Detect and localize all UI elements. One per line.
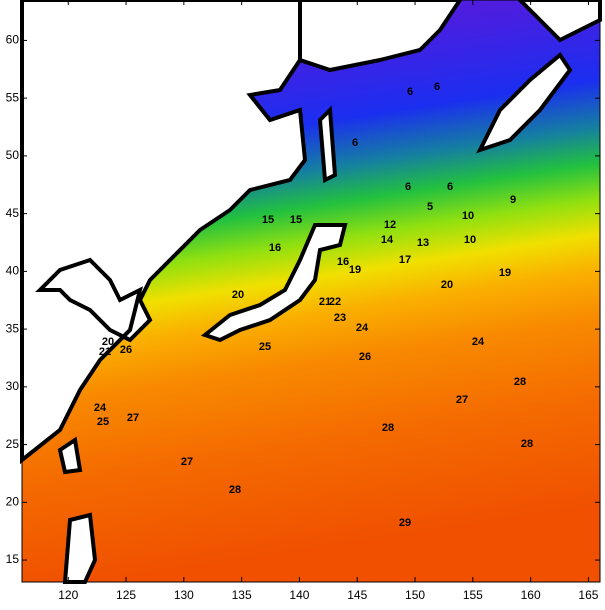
contour-label: 24 xyxy=(472,336,485,348)
contour-label: 29 xyxy=(399,517,411,529)
north-coast xyxy=(298,0,463,73)
contour-label: 5 xyxy=(427,201,433,213)
x-tick-label: 145 xyxy=(347,588,367,602)
y-tick-label: 55 xyxy=(6,90,20,104)
japan xyxy=(200,223,348,343)
contour-label: 20 xyxy=(232,289,244,301)
contour-label: 26 xyxy=(359,351,371,363)
y-tick-label: 15 xyxy=(6,552,20,566)
x-tick-label: 120 xyxy=(58,588,78,602)
contour-label: 27 xyxy=(456,394,468,406)
contour-label: 21 xyxy=(319,296,331,308)
contour-label: 16 xyxy=(337,256,349,268)
x-tick-label: 135 xyxy=(232,588,252,602)
contour-label: 28 xyxy=(514,376,526,388)
x-tick-label: 130 xyxy=(174,588,194,602)
contour-label: 17 xyxy=(399,254,411,266)
contour-label: 20 xyxy=(441,279,453,291)
contour-label: 27 xyxy=(127,412,139,424)
contour-label: 6 xyxy=(352,137,358,149)
contour-label: 24 xyxy=(356,322,369,334)
sakhalin xyxy=(317,105,338,184)
y-tick-label: 50 xyxy=(6,148,20,162)
contour-label: 28 xyxy=(229,484,241,496)
x-tick-label: 150 xyxy=(405,588,425,602)
contour-label: 23 xyxy=(334,312,346,324)
contour-label: 6 xyxy=(405,181,411,193)
contour-label: 28 xyxy=(521,438,533,450)
contour-label: 19 xyxy=(349,264,361,276)
frame xyxy=(21,0,601,583)
north-east-coast xyxy=(517,0,602,43)
contour-label: 10 xyxy=(462,210,474,222)
x-tick-label: 155 xyxy=(463,588,483,602)
contour-label: 25 xyxy=(259,341,271,353)
contour-label: 21 xyxy=(99,346,111,358)
x-tick-label: 160 xyxy=(521,588,541,602)
contour-label: 24 xyxy=(94,402,107,414)
contour-label: 25 xyxy=(97,416,109,428)
x-tick-label: 140 xyxy=(289,588,309,602)
y-tick-label: 30 xyxy=(6,379,20,393)
contour-label: 9 xyxy=(510,194,516,206)
contour-label: 19 xyxy=(499,267,511,279)
y-tick-label: 40 xyxy=(6,264,20,278)
y-tick-label: 45 xyxy=(6,206,20,220)
contour-label: 12 xyxy=(384,219,396,231)
y-tick-label: 35 xyxy=(6,321,20,335)
contour-label: 6 xyxy=(434,81,440,93)
contour-label: 15 xyxy=(290,214,302,226)
y-tick-label: 25 xyxy=(6,437,20,451)
contour-label: 13 xyxy=(417,237,429,249)
contour-label: 28 xyxy=(382,422,394,434)
taiwan xyxy=(57,436,83,475)
contour-label: 22 xyxy=(329,296,341,308)
x-tick-label: 165 xyxy=(578,588,598,602)
contour-label: 15 xyxy=(262,214,274,226)
contour-label: 16 xyxy=(269,242,281,254)
y-tick-label: 20 xyxy=(6,494,20,508)
luzon xyxy=(62,512,98,584)
kamchatka xyxy=(476,52,573,154)
contour-label: 14 xyxy=(381,234,394,246)
x-tick-label: 125 xyxy=(116,588,136,602)
y-tick-label: 60 xyxy=(6,33,20,47)
contour-label: 26 xyxy=(120,344,132,356)
contour-label: 10 xyxy=(464,234,476,246)
contour-label: 6 xyxy=(447,181,453,193)
contour-label: 27 xyxy=(181,456,193,468)
contour-label: 20 xyxy=(102,336,114,348)
contour-label: 6 xyxy=(407,86,413,98)
land xyxy=(20,0,602,584)
continent xyxy=(20,0,308,465)
